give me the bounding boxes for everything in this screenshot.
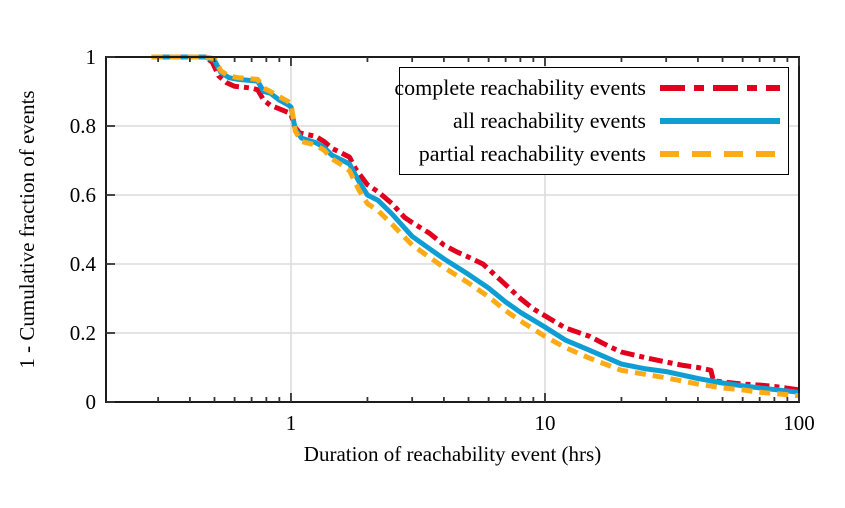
x-tick-label: 10 (534, 411, 555, 435)
legend-line-sample-partial (660, 150, 780, 157)
legend-item-partial: partial reachability events (400, 137, 782, 170)
legend-line-sample-complete (660, 85, 780, 92)
y-tick-label: 1 (86, 45, 97, 69)
data-series (151, 54, 800, 399)
y-axis-label: 1 - Cumulative fraction of events (15, 90, 39, 368)
tick-labels: 0 0.2 0.4 0.6 0.8 1 1 10 100 (70, 45, 815, 435)
series-all (151, 54, 800, 395)
legend-label-complete: complete reachability events (394, 75, 646, 101)
plot-border (105, 56, 800, 403)
x-tick-label: 100 (783, 411, 815, 435)
series-complete (151, 54, 800, 393)
axis-ticks (106, 56, 800, 403)
series-partial (151, 54, 800, 399)
legend-label-partial: partial reachability events (418, 140, 646, 166)
legend: complete reachability events all reachab… (394, 67, 789, 175)
x-axis-label: Duration of reachability event (hrs) (304, 442, 601, 466)
y-tick-label: 0.6 (70, 183, 96, 207)
legend-label-all: all reachability events (452, 108, 646, 133)
y-tick-label: 0.8 (70, 114, 96, 138)
y-tick-label: 0 (86, 390, 97, 414)
x-tick-label: 1 (286, 411, 297, 435)
legend-line-sample-all (660, 118, 780, 124)
y-tick-label: 0.4 (70, 252, 97, 276)
legend-item-complete: complete reachability events (394, 72, 782, 105)
y-tick-label: 0.2 (70, 321, 96, 345)
legend-item-all: all reachability events (400, 105, 782, 138)
